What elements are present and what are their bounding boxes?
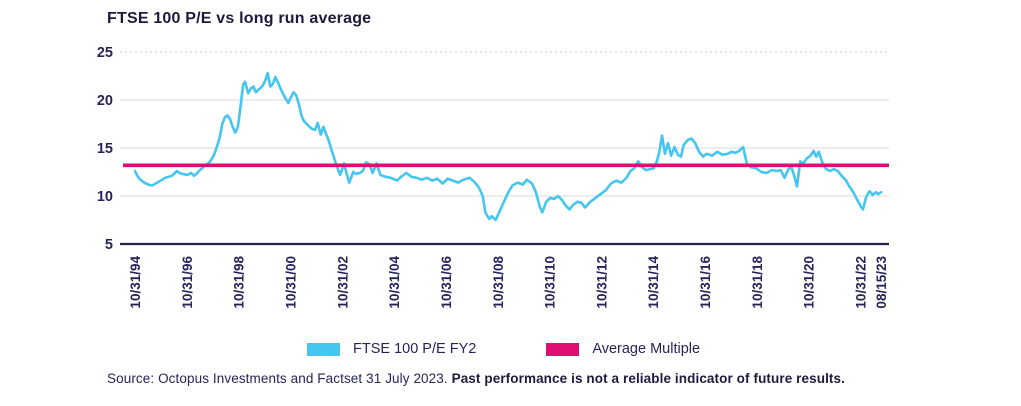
- y-tick-label: 5: [105, 237, 113, 253]
- x-tick-label: 10/31/02: [335, 256, 350, 309]
- chart-title: FTSE 100 P/E vs long run average: [107, 10, 372, 27]
- disclaimer-text: Past performance is not a reliable indic…: [451, 371, 845, 386]
- legend-label-average: Average Multiple: [592, 341, 701, 357]
- legend-swatch-ftse: [307, 342, 340, 356]
- x-tick-label: 10/31/10: [543, 256, 558, 309]
- x-tick-label: 10/31/06: [439, 256, 454, 309]
- legend-item-ftse: FTSE 100 P/E FY2: [307, 341, 476, 357]
- x-tick-label: 10/31/18: [750, 256, 765, 309]
- y-tick-label: 20: [97, 93, 113, 109]
- x-tick-label: 10/31/94: [128, 256, 143, 309]
- x-tick-label: 10/31/12: [594, 256, 609, 309]
- legend-item-average: Average Multiple: [546, 341, 700, 357]
- x-tick-label: 10/31/22: [854, 256, 869, 309]
- x-tick-label: 10/31/08: [491, 256, 506, 309]
- source-text: Source: Octopus Investments and Factset …: [107, 371, 452, 386]
- x-tick-label: 10/31/20: [802, 256, 817, 309]
- x-tick-label: 10/31/98: [232, 256, 247, 309]
- x-tick-label: 10/31/96: [180, 256, 195, 309]
- ftse-pe-line: [133, 71, 883, 222]
- x-tick-label: 10/31/14: [646, 256, 661, 309]
- legend: FTSE 100 P/E FY2 Average Multiple: [307, 341, 700, 357]
- y-tick-label: 15: [97, 141, 113, 157]
- x-tick-label: 08/15/23: [874, 256, 889, 309]
- y-tick-label: 25: [97, 45, 113, 61]
- x-tick-label: 10/31/00: [283, 256, 298, 309]
- legend-label-ftse: FTSE 100 P/E FY2: [353, 341, 477, 357]
- source-note: Source: Octopus Investments and Factset …: [107, 371, 845, 386]
- legend-swatch-average: [546, 342, 580, 356]
- y-tick-label: 10: [97, 189, 113, 205]
- x-tick-label: 10/31/16: [698, 256, 713, 309]
- x-tick-label: 10/31/04: [387, 256, 402, 309]
